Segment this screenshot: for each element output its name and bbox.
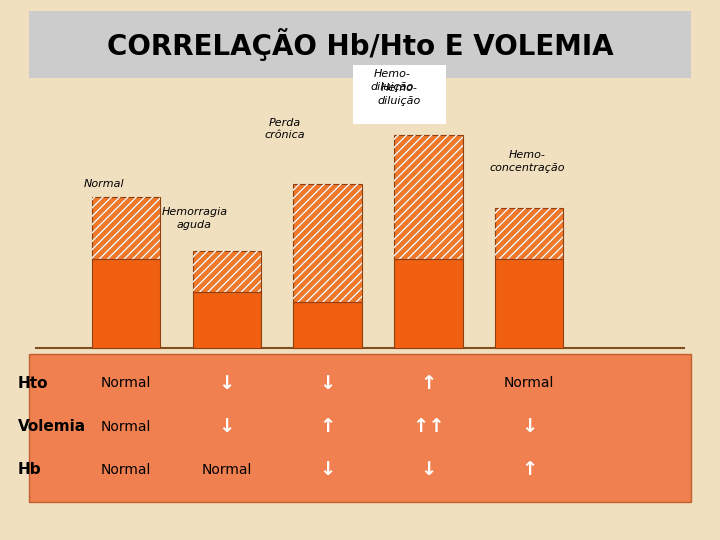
Text: ↑: ↑ bbox=[420, 374, 436, 393]
Text: ↓: ↓ bbox=[420, 460, 436, 480]
Bar bbox=[193, 251, 261, 292]
Bar bbox=[495, 259, 563, 348]
Text: Hemorragia
aguda: Hemorragia aguda bbox=[161, 207, 228, 230]
Text: ↓: ↓ bbox=[521, 417, 537, 436]
Text: Normal: Normal bbox=[101, 420, 151, 434]
Bar bbox=[29, 354, 691, 502]
Text: Perda
crônica: Perda crônica bbox=[264, 118, 305, 140]
Text: Normal: Normal bbox=[84, 179, 125, 189]
Text: CORRELAÇÃO Hb/Hto E VOLEMIA: CORRELAÇÃO Hb/Hto E VOLEMIA bbox=[107, 28, 613, 61]
Text: Hb: Hb bbox=[18, 462, 42, 477]
Bar bbox=[294, 302, 362, 348]
Bar bbox=[395, 135, 462, 259]
Bar bbox=[495, 208, 563, 259]
Text: Normal: Normal bbox=[101, 463, 151, 477]
Text: ↓: ↓ bbox=[320, 460, 336, 480]
Bar bbox=[193, 251, 261, 292]
Bar bbox=[495, 208, 563, 259]
Text: Normal: Normal bbox=[101, 376, 151, 390]
Text: Hto: Hto bbox=[18, 376, 48, 391]
Text: ↑: ↑ bbox=[320, 417, 336, 436]
FancyBboxPatch shape bbox=[353, 65, 446, 124]
Bar bbox=[92, 197, 160, 259]
Bar bbox=[92, 197, 160, 259]
Text: Hemo-
concentração: Hemo- concentração bbox=[490, 151, 565, 173]
Text: Hemo-
diluição: Hemo- diluição bbox=[371, 70, 414, 92]
Text: ↓: ↓ bbox=[219, 374, 235, 393]
Bar bbox=[294, 184, 362, 302]
Bar bbox=[193, 292, 261, 348]
Text: Hemo-
diluição: Hemo- diluição bbox=[378, 83, 421, 106]
Bar bbox=[29, 11, 691, 78]
Bar bbox=[294, 184, 362, 302]
Text: Normal: Normal bbox=[202, 463, 252, 477]
Bar bbox=[395, 259, 462, 348]
Text: ↑: ↑ bbox=[521, 460, 537, 480]
Text: Volemia: Volemia bbox=[18, 419, 86, 434]
Text: ↓: ↓ bbox=[219, 417, 235, 436]
Text: ↓: ↓ bbox=[320, 374, 336, 393]
Bar bbox=[395, 135, 462, 259]
Text: Normal: Normal bbox=[504, 376, 554, 390]
Text: ↑↑: ↑↑ bbox=[412, 417, 445, 436]
Bar bbox=[92, 259, 160, 348]
